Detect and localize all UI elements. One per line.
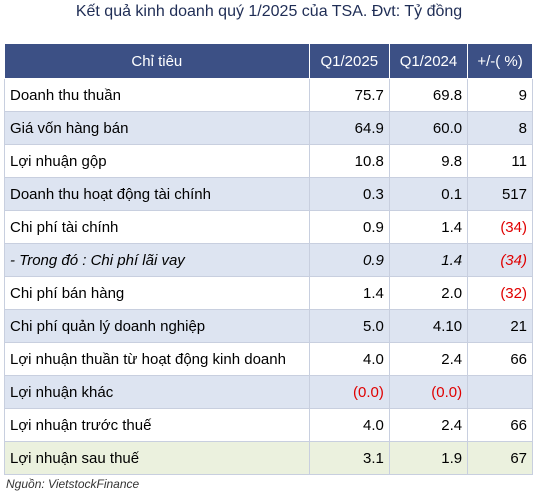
table-row: Lợi nhuận khác (0.0) (0.0) [4,375,533,409]
title: Kết quả kinh doanh quý 1/2025 của TSA. Đ… [75,3,463,20]
value-cell: 9.8 [388,144,469,178]
value-cell: 1.4 [308,276,390,310]
value-cell: 66 [467,342,533,376]
row-label: Lợi nhuận sau thuế [4,441,310,475]
row-label: Chi phí quản lý doanh nghiệp [4,309,310,343]
table-row: Doanh thu thuần 75.7 69.8 9 [4,78,533,112]
source: Nguồn: VietstockFinance [6,477,140,491]
header-cell: +/-( %) [467,43,533,79]
value-cell: 9 [467,78,533,112]
value-cell: 64.9 [308,111,390,145]
table-row: Lợi nhuận sau thuế 3.1 1.9 67 [4,441,533,475]
value-cell: (34) [467,243,533,277]
row-label: Doanh thu thuần [4,78,310,112]
table-row: Doanh thu hoạt động tài chính 0.3 0.1 517 [4,177,533,211]
table-row: Lợi nhuận thuần từ hoạt động kinh doanh 4… [4,342,533,376]
row-label: Lợi nhuận gộp [4,144,310,178]
value-cell: (0.0) [388,375,469,409]
value-cell: 10.8 [308,144,390,178]
table-row: Chi phí bán hàng 1.4 2.0 (32) [4,276,533,310]
table-row: - Trong đó : Chi phí lãi vay 0.9 1.4 (34) [4,243,533,277]
value-cell: (0.0) [308,375,390,409]
value-cell: 2.4 [388,342,469,376]
value-cell: 1.4 [388,243,469,277]
row-label: Lợi nhuận thuần từ hoạt động kinh doanh [4,342,310,376]
value-cell: 21 [467,309,533,343]
value-cell: 11 [467,144,533,178]
row-label: Doanh thu hoạt động tài chính [4,177,310,211]
results-table: Chỉ tiêu Q1/2025 Q1/2024 +/-( %) Doanh thu … [4,43,533,475]
table-row: Lợi nhuận trước thuế 4.0 2.4 66 [4,408,533,442]
table-row: Chi phí quản lý doanh nghiệp 5.0 4.10 21 [4,309,533,343]
value-cell [467,375,533,409]
header-row: Chỉ tiêu Q1/2025 Q1/2024 +/-( %) [4,43,533,79]
value-cell: 2.0 [388,276,469,310]
value-cell: 66 [467,408,533,442]
value-cell: 0.9 [308,210,390,244]
row-label: Chi phí bán hàng [4,276,310,310]
value-cell: 1.9 [388,441,469,475]
value-cell: 4.0 [308,408,390,442]
row-label: Chi phí tài chính [4,210,310,244]
value-cell: 517 [467,177,533,211]
row-label: Lợi nhuận trước thuế [4,408,310,442]
value-cell: 8 [467,111,533,145]
value-cell: 3.1 [308,441,390,475]
value-cell: 60.0 [388,111,469,145]
table-row: Chi phí tài chính 0.9 1.4 (34) [4,210,533,244]
value-cell: 4.0 [308,342,390,376]
value-cell: 5.0 [308,309,390,343]
value-cell: (32) [467,276,533,310]
row-label: Giá vốn hàng bán [4,111,310,145]
header-cell: Chỉ tiêu [4,43,310,79]
value-cell: 1.4 [388,210,469,244]
value-cell: 75.7 [308,78,390,112]
value-cell: (34) [467,210,533,244]
value-cell: 0.3 [308,177,390,211]
value-cell: 0.1 [388,177,469,211]
value-cell: 67 [467,441,533,475]
header-cell: Q1/2024 [388,43,469,79]
value-cell: 2.4 [388,408,469,442]
value-cell: 0.9 [308,243,390,277]
value-cell: 69.8 [388,78,469,112]
header-cell: Q1/2025 [308,43,390,79]
table-row: Giá vốn hàng bán 64.9 60.0 8 [4,111,533,145]
row-label: - Trong đó : Chi phí lãi vay [4,243,310,277]
value-cell: 4.10 [388,309,469,343]
table-row: Lợi nhuận gộp 10.8 9.8 11 [4,144,533,178]
row-label: Lợi nhuận khác [4,375,310,409]
